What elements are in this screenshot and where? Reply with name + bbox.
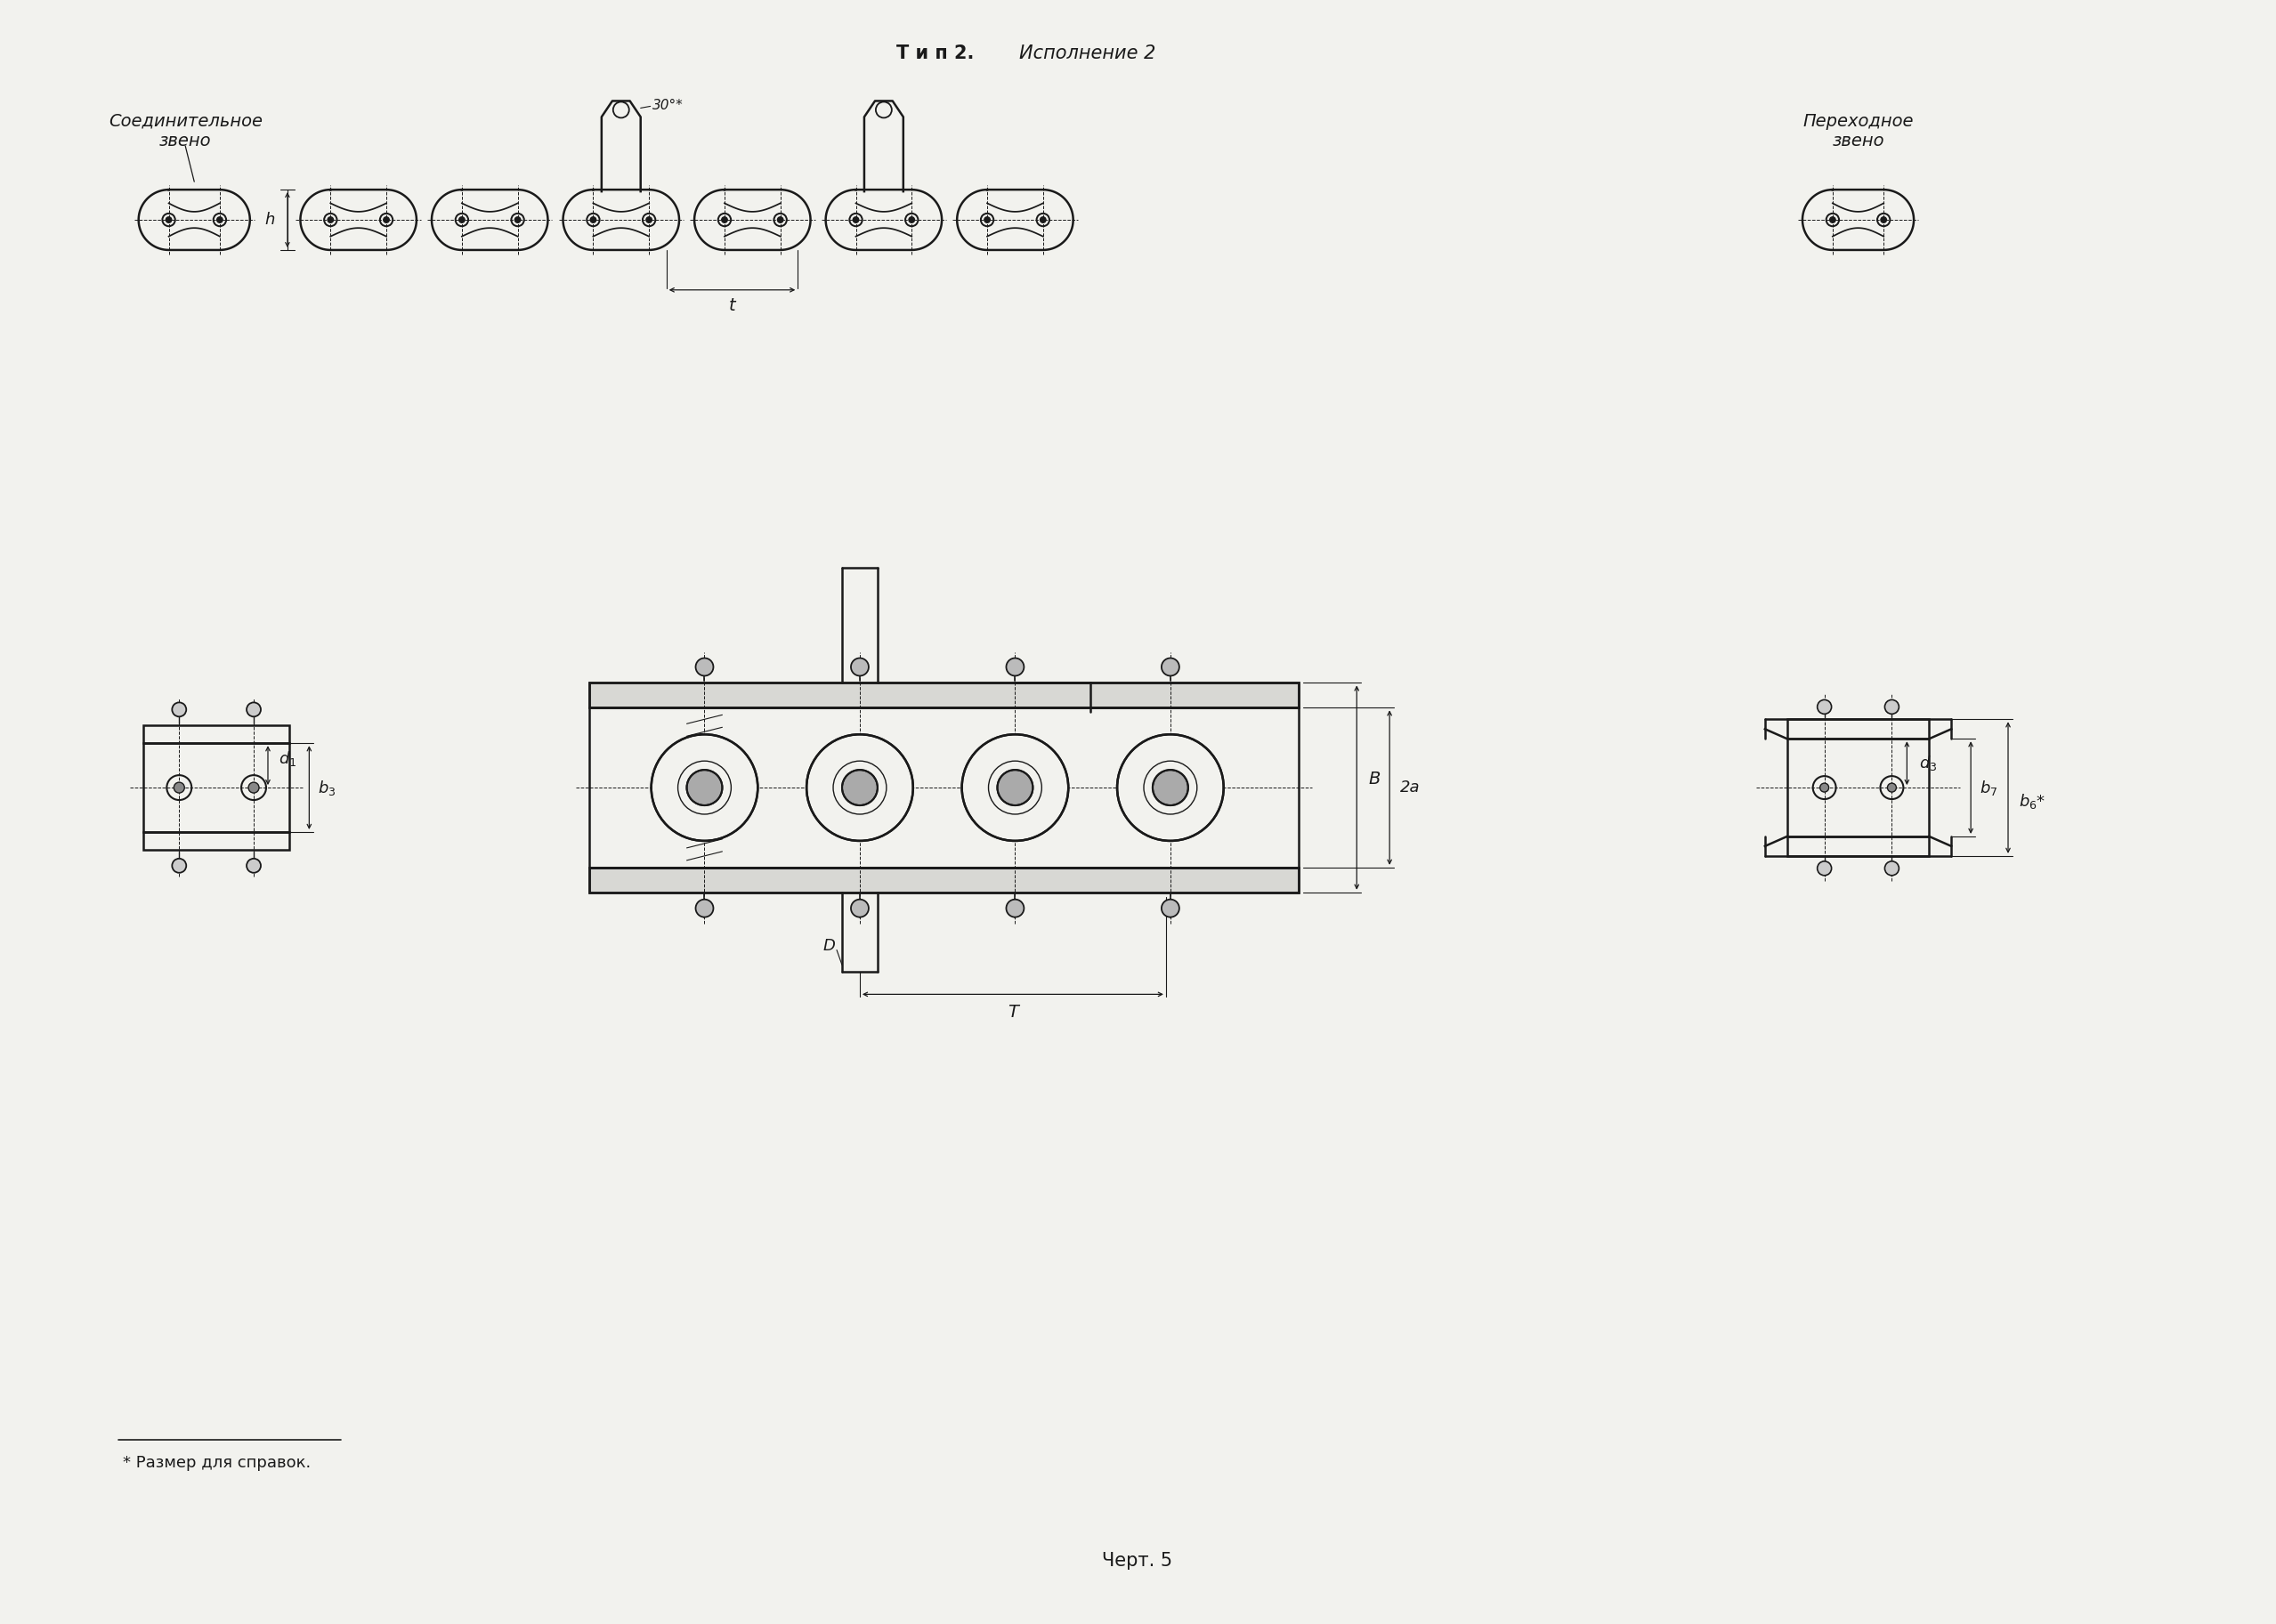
Text: Черт. 5: Черт. 5 [1102, 1553, 1172, 1570]
Bar [143, 831, 289, 849]
Text: Исполнение 2: Исполнение 2 [1020, 44, 1156, 62]
Circle shape [963, 734, 1067, 841]
Bar [589, 867, 1300, 892]
Circle shape [1885, 700, 1898, 715]
Circle shape [851, 900, 869, 918]
Text: D: D [822, 937, 835, 953]
Text: $d_3$: $d_3$ [1919, 754, 1937, 773]
Text: $b_7$: $b_7$ [1980, 778, 1998, 797]
Circle shape [1830, 218, 1834, 222]
Circle shape [1887, 783, 1896, 793]
Circle shape [646, 218, 651, 222]
Bar [589, 684, 1300, 708]
Circle shape [651, 734, 758, 841]
Circle shape [983, 218, 990, 222]
Circle shape [328, 218, 332, 222]
Circle shape [166, 218, 171, 222]
Text: T: T [1008, 1004, 1017, 1020]
Text: Соединительное
звено: Соединительное звено [109, 112, 262, 149]
Circle shape [589, 218, 596, 222]
Circle shape [216, 218, 223, 222]
Circle shape [696, 658, 712, 676]
Circle shape [514, 218, 521, 222]
Circle shape [1161, 658, 1179, 676]
Text: h: h [264, 211, 275, 227]
Circle shape [851, 658, 869, 676]
Circle shape [173, 703, 187, 716]
Circle shape [246, 703, 262, 716]
Circle shape [382, 218, 389, 222]
Bar [1787, 739, 1930, 836]
Circle shape [1152, 770, 1188, 806]
Text: B: B [1368, 770, 1379, 788]
Text: $b_6$*: $b_6$* [2019, 791, 2046, 810]
Bar [589, 867, 1300, 892]
Text: t: t [728, 297, 735, 315]
Circle shape [173, 859, 187, 872]
Circle shape [1816, 861, 1832, 875]
Text: 2a: 2a [1400, 780, 1420, 796]
Bar [1787, 719, 1930, 739]
Text: Т и п 2.: Т и п 2. [897, 44, 974, 62]
Bar [143, 726, 289, 744]
Text: 30°*: 30°* [653, 99, 683, 112]
Circle shape [1118, 734, 1224, 841]
Circle shape [908, 218, 915, 222]
Circle shape [1040, 218, 1047, 222]
Circle shape [1161, 900, 1179, 918]
Circle shape [687, 770, 721, 806]
Circle shape [1880, 218, 1887, 222]
Text: $b_3$: $b_3$ [319, 778, 337, 797]
Circle shape [778, 218, 783, 222]
Circle shape [173, 783, 184, 793]
Circle shape [721, 218, 728, 222]
Circle shape [1816, 700, 1832, 715]
Circle shape [246, 859, 262, 872]
Circle shape [806, 734, 913, 841]
Circle shape [842, 770, 879, 806]
Circle shape [1006, 658, 1024, 676]
Circle shape [685, 768, 724, 807]
Circle shape [696, 900, 712, 918]
Text: $d_1$: $d_1$ [278, 749, 296, 768]
Bar [143, 744, 289, 831]
Bar [589, 684, 1300, 708]
Text: * Размер для справок.: * Размер для справок. [123, 1455, 312, 1471]
Circle shape [997, 770, 1033, 806]
Circle shape [460, 218, 464, 222]
Circle shape [1885, 861, 1898, 875]
Circle shape [1821, 783, 1830, 793]
Bar [589, 708, 1300, 867]
Circle shape [248, 783, 259, 793]
Circle shape [854, 218, 858, 222]
Bar [1787, 836, 1930, 856]
Circle shape [1006, 900, 1024, 918]
Text: Переходное
звено: Переходное звено [1803, 112, 1914, 149]
